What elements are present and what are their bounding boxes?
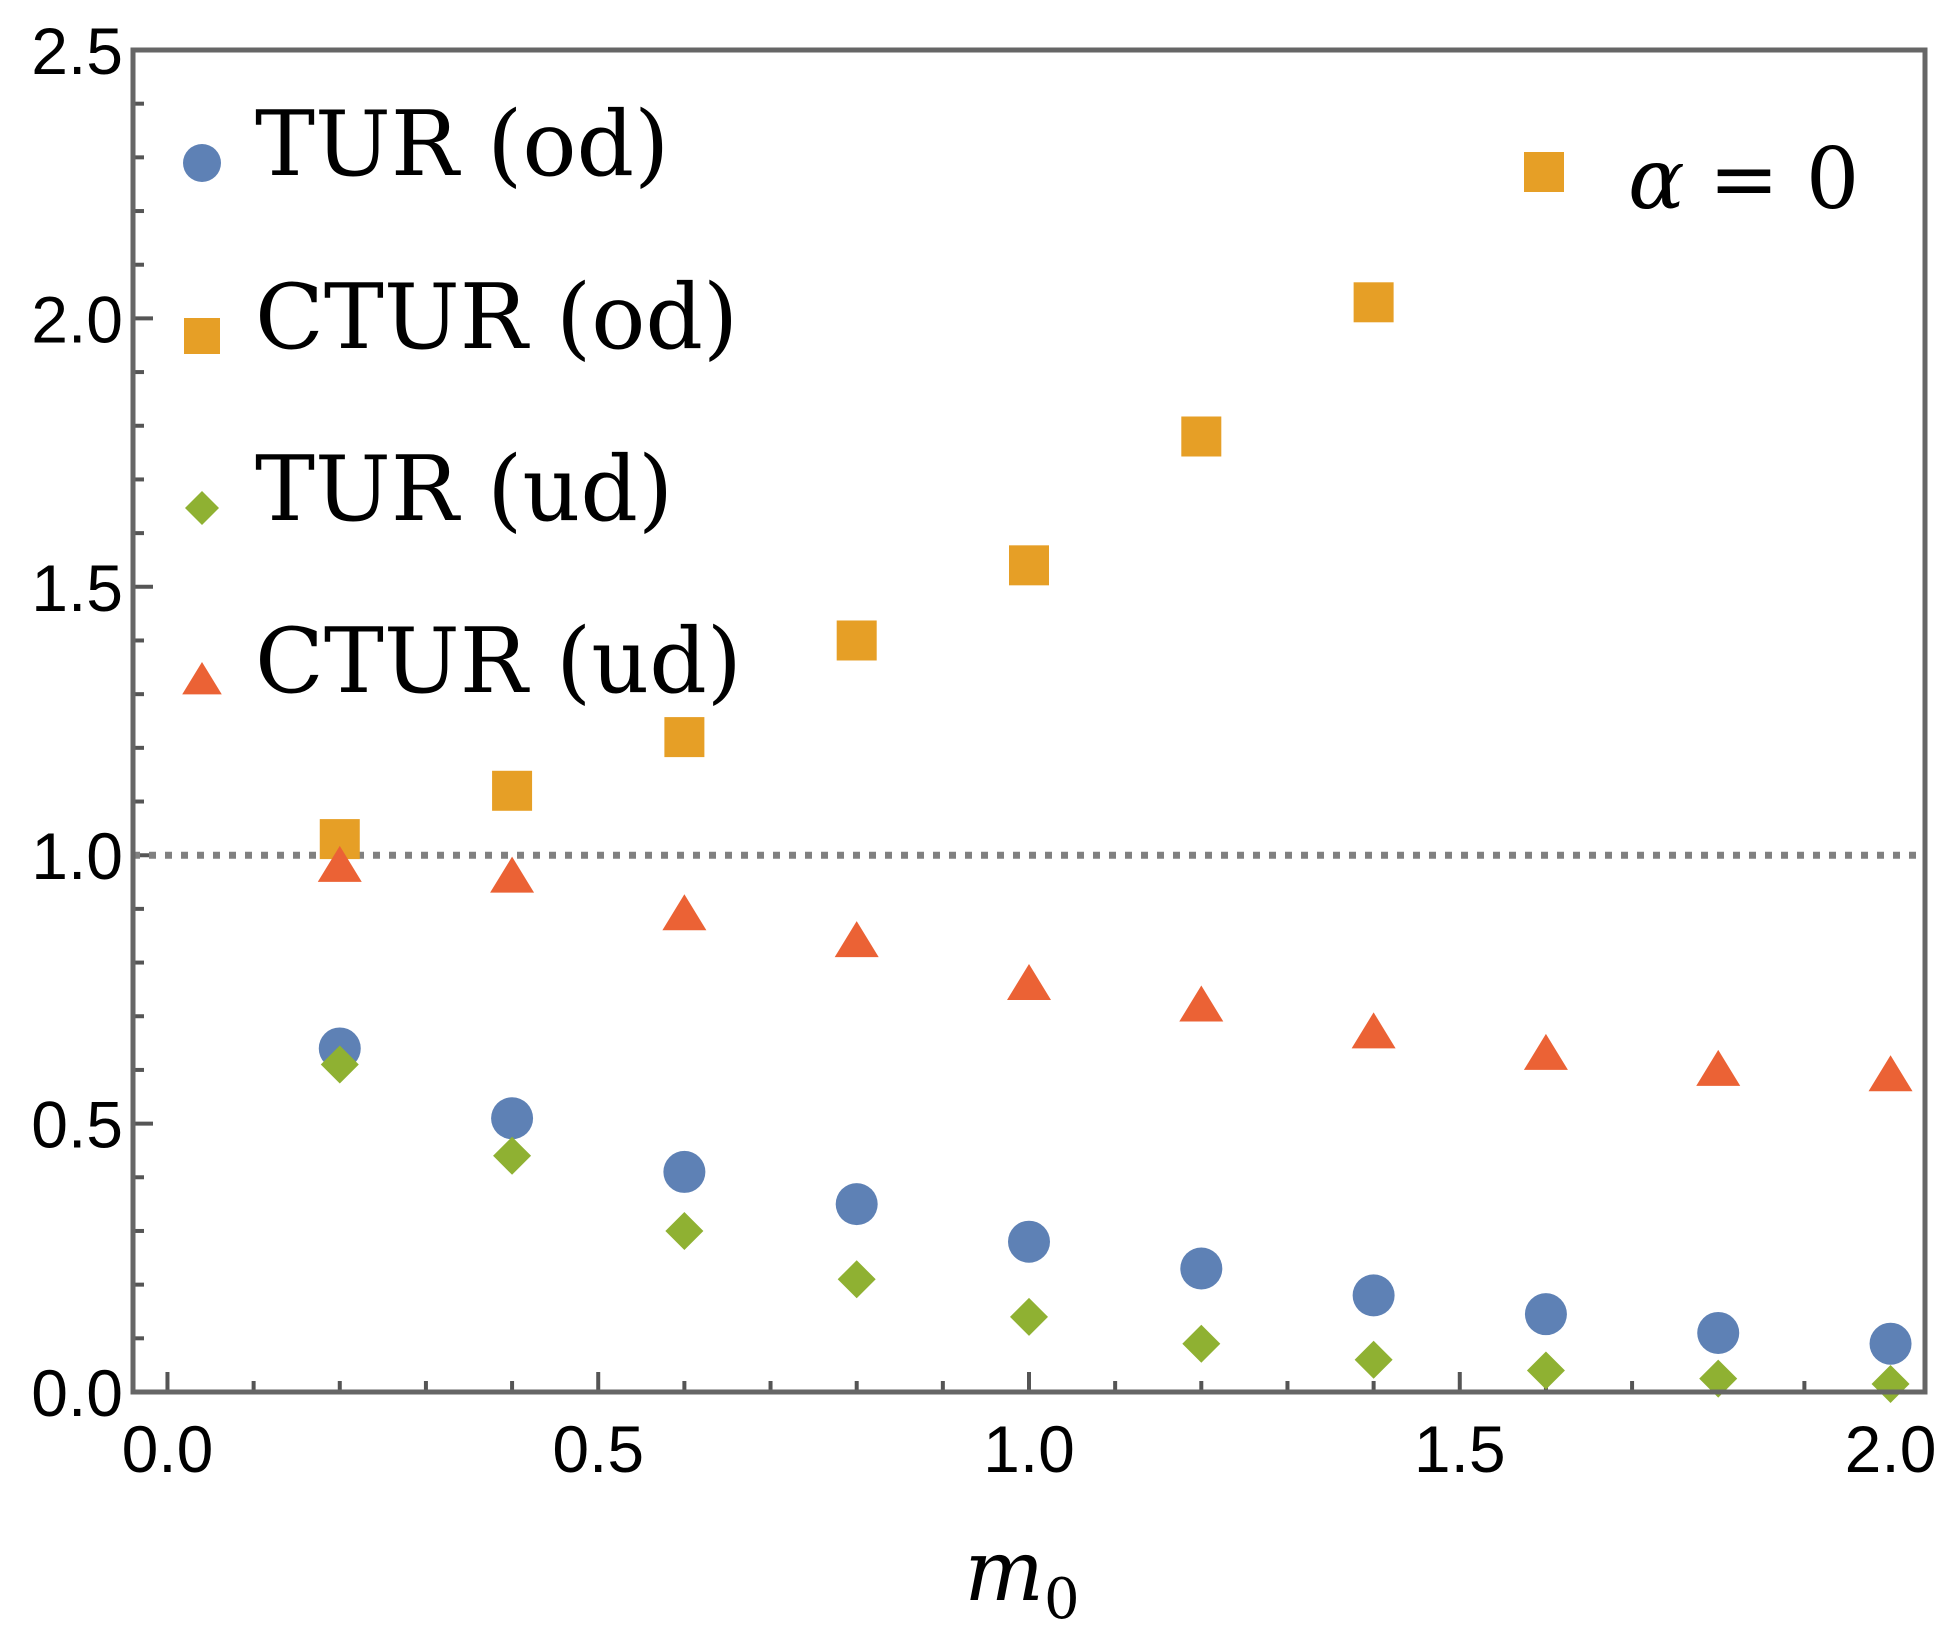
legend-marker-triangle [182,662,222,695]
y-tick-label: 1.0 [31,819,123,893]
data-point-triangle [1696,1049,1741,1086]
x-axis-label: m0 [964,1522,1079,1632]
data-point-square [836,620,877,661]
data-point-circle [1869,1322,1912,1365]
data-point-triangle [1007,964,1051,1001]
data-point-square [1181,416,1222,457]
annotation-text: α = 0 [1628,130,1859,228]
y-tick-label: 0.0 [31,1356,123,1430]
data-point-diamond [1354,1340,1393,1379]
y-tick-label: 2.5 [31,14,123,88]
legend-item: CTUR (ud) [182,609,742,714]
x-tick-label: 1.5 [1414,1412,1506,1486]
annotation-alpha: α [1628,130,1685,228]
data-point-square [492,770,533,811]
data-point-triangle [317,845,362,882]
legend: TUR (od) CTUR (od) TUR (ud) CTUR (ud) [182,92,742,714]
data-point-diamond [1699,1359,1738,1398]
x-tick-label: 0.5 [552,1412,644,1486]
data-point-circle [835,1183,878,1226]
legend-item: TUR (ud) [185,437,673,542]
data-point-circle [663,1150,706,1193]
x-tick-labels: 0.0 0.5 1.0 1.5 2.0 [122,1412,1937,1486]
data-point-diamond [1010,1297,1048,1336]
data-point-circle [491,1097,534,1140]
legend-label: CTUR (ud) [255,609,742,714]
data-point-square [1009,545,1049,586]
data-point-diamond [665,1211,704,1250]
series-triangle [317,845,1913,1092]
data-point-diamond [837,1260,876,1299]
data-point-diamond [1526,1351,1565,1390]
y-tick-labels: 0.0 0.5 1.0 1.5 2.0 2.5 [31,14,123,1430]
data-point-circle [1352,1274,1395,1317]
data-point-circle [1524,1293,1567,1336]
data-point-circle [1697,1311,1740,1354]
data-point-circle [1180,1247,1223,1290]
data-point-diamond [1182,1324,1221,1363]
data-point-circle [1008,1220,1050,1263]
plot-frame [130,47,1928,1395]
legend-marker-square [184,318,220,354]
data-point-square [664,717,705,758]
annotation-square-marker [1524,152,1564,192]
data-point-triangle [662,894,707,931]
data-point-triangle [1351,1012,1396,1049]
y-tick-label: 2.0 [31,282,123,356]
legend-label: TUR (od) [255,92,669,197]
x-tick-label: 1.0 [983,1412,1075,1486]
data-point-triangle [490,856,535,893]
y-tick-label: 0.5 [31,1088,123,1162]
x-tick-label: 2.0 [1845,1412,1937,1486]
series-square [319,282,1394,860]
data-point-triangle [834,921,879,958]
data-point-square [1353,282,1394,323]
legend-label: TUR (ud) [255,437,673,542]
data-point-triangle [1179,985,1224,1022]
data-point-diamond [320,1045,359,1084]
y-tick-label: 1.5 [31,551,123,625]
legend-label: CTUR (od) [255,265,738,370]
legend-marker-diamond [185,491,219,525]
legend-item: TUR (od) [183,92,669,197]
x-axis-label-main: m [964,1522,1044,1620]
x-axis-label-subscript: 0 [1044,1567,1080,1632]
data-point-diamond [493,1136,532,1175]
data-point-triangle [1523,1033,1568,1070]
x-tick-label: 0.0 [122,1412,214,1486]
annotation-equals-zero: = 0 [1709,130,1860,228]
legend-item: CTUR (od) [184,265,738,370]
legend-marker-circle [183,144,221,182]
series-layer [317,282,1913,1403]
alpha-annotation: α = 0 [1524,130,1859,228]
data-point-triangle [1868,1055,1913,1092]
